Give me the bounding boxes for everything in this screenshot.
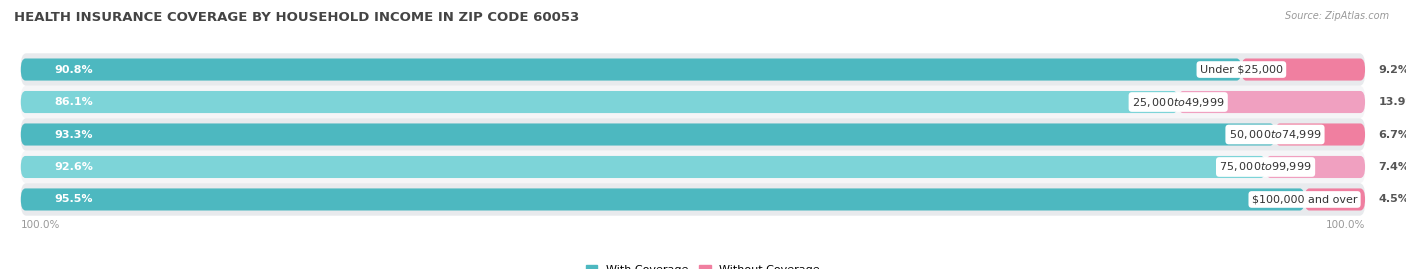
Text: $50,000 to $74,999: $50,000 to $74,999 [1229, 128, 1322, 141]
Text: 95.5%: 95.5% [55, 194, 93, 204]
FancyBboxPatch shape [21, 86, 1365, 118]
Text: Under $25,000: Under $25,000 [1199, 65, 1282, 75]
Text: 100.0%: 100.0% [21, 220, 60, 230]
Text: 90.8%: 90.8% [55, 65, 93, 75]
FancyBboxPatch shape [21, 183, 1365, 216]
FancyBboxPatch shape [1305, 188, 1365, 211]
Text: HEALTH INSURANCE COVERAGE BY HOUSEHOLD INCOME IN ZIP CODE 60053: HEALTH INSURANCE COVERAGE BY HOUSEHOLD I… [14, 11, 579, 24]
Text: 100.0%: 100.0% [1326, 220, 1365, 230]
FancyBboxPatch shape [21, 118, 1365, 151]
Legend: With Coverage, Without Coverage: With Coverage, Without Coverage [586, 265, 820, 269]
FancyBboxPatch shape [21, 123, 1275, 146]
FancyBboxPatch shape [1178, 91, 1365, 113]
Text: $25,000 to $49,999: $25,000 to $49,999 [1132, 95, 1225, 108]
Text: 86.1%: 86.1% [55, 97, 93, 107]
FancyBboxPatch shape [1275, 123, 1365, 146]
Text: 13.9%: 13.9% [1378, 97, 1406, 107]
FancyBboxPatch shape [1241, 58, 1365, 81]
Text: Source: ZipAtlas.com: Source: ZipAtlas.com [1285, 11, 1389, 21]
Text: 4.5%: 4.5% [1378, 194, 1406, 204]
FancyBboxPatch shape [21, 151, 1365, 183]
FancyBboxPatch shape [21, 53, 1365, 86]
Text: 93.3%: 93.3% [55, 129, 93, 140]
FancyBboxPatch shape [21, 156, 1265, 178]
Text: $100,000 and over: $100,000 and over [1251, 194, 1357, 204]
Text: $75,000 to $99,999: $75,000 to $99,999 [1219, 161, 1312, 174]
Text: 9.2%: 9.2% [1378, 65, 1406, 75]
FancyBboxPatch shape [21, 188, 1305, 211]
FancyBboxPatch shape [1265, 156, 1365, 178]
Text: 6.7%: 6.7% [1378, 129, 1406, 140]
FancyBboxPatch shape [21, 91, 1178, 113]
FancyBboxPatch shape [21, 58, 1241, 81]
Text: 7.4%: 7.4% [1378, 162, 1406, 172]
Text: 92.6%: 92.6% [55, 162, 93, 172]
